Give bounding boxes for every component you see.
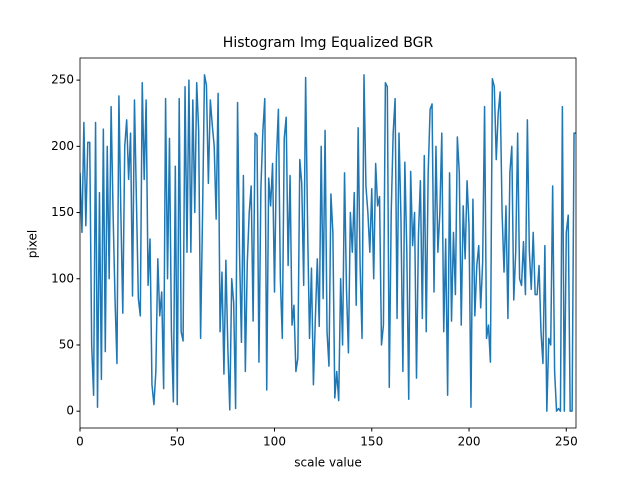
plot-frame	[79, 57, 577, 429]
x-tick-label: 0	[76, 435, 84, 449]
y-tick-label: 150	[51, 205, 74, 219]
x-tick-label: 100	[263, 435, 286, 449]
chart-title: Histogram Img Equalized BGR	[223, 35, 434, 51]
y-tick-label: 50	[59, 337, 74, 351]
y-tick-label: 0	[66, 404, 74, 418]
x-tick-label: 250	[555, 435, 578, 449]
y-tick-label: 100	[51, 271, 74, 285]
x-tick-label: 50	[170, 435, 185, 449]
y-tick-label: 200	[51, 139, 74, 153]
y-tick-label: 250	[51, 73, 74, 87]
y-axis-label: pixel	[26, 230, 40, 258]
data-line	[80, 74, 576, 412]
x-axis-label: scale value	[294, 456, 362, 470]
x-tick-label: 150	[360, 435, 383, 449]
x-tick-label: 200	[458, 435, 481, 449]
